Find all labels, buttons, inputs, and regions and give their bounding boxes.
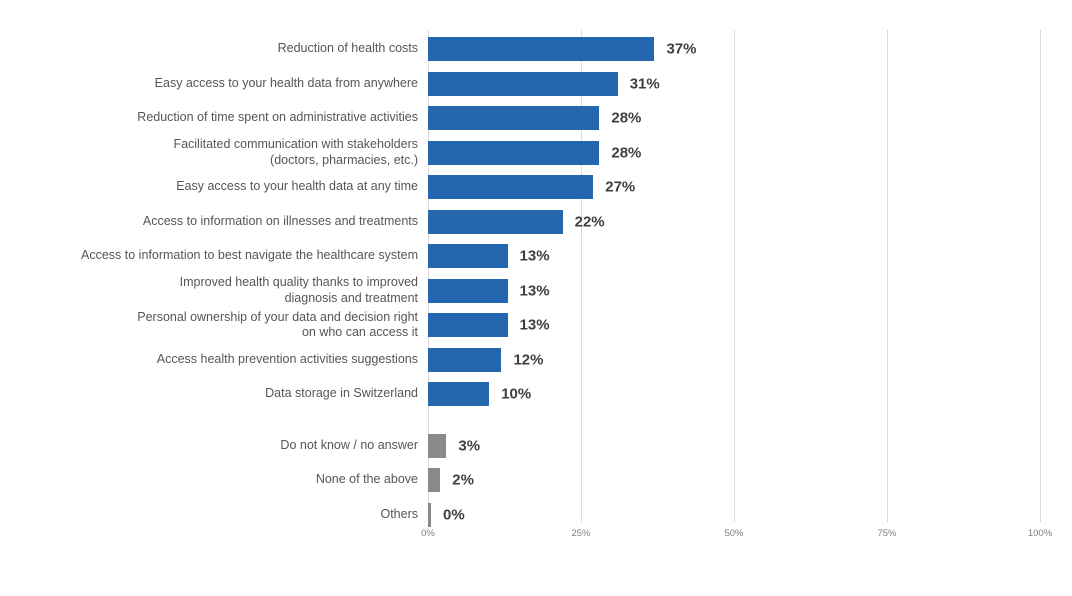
value-label: 0%: [443, 506, 465, 524]
chart-row: Personal ownership of your data and deci…: [0, 308, 1060, 343]
bar: [428, 433, 447, 458]
bar-track: 37%: [428, 32, 1040, 67]
bar-track: 27%: [428, 170, 1040, 205]
category-label: Reduction of time spent on administrativ…: [137, 110, 418, 125]
gridline: [1039, 30, 1041, 522]
chart-row: Access to information on illnesses and t…: [0, 205, 1060, 240]
bar: [428, 244, 508, 269]
category-label: Facilitated communication with stakehold…: [173, 137, 418, 167]
chart-row: None of the above 2%: [0, 463, 1060, 498]
gridline: [580, 30, 582, 522]
value-label: 13%: [519, 316, 550, 334]
category-label: Access health prevention activities sugg…: [156, 351, 418, 366]
bar: [428, 209, 563, 234]
bar: [428, 37, 655, 62]
chart-row: Data storage in Switzerland 10%: [0, 377, 1060, 412]
bar: [428, 313, 508, 338]
bar-track: 10%: [428, 377, 1040, 412]
chart-row: Reduction of health costs 37%: [0, 32, 1060, 67]
gridline: [886, 30, 888, 522]
value-label: 13%: [519, 247, 550, 265]
value-label: 28%: [611, 144, 642, 162]
bar: [428, 502, 431, 527]
bar-track: 13%: [428, 274, 1040, 309]
value-label: 27%: [605, 178, 636, 196]
category-label: Improved health quality thanks to improv…: [179, 275, 418, 305]
x-axis-tick-label: 100%: [1027, 528, 1053, 539]
value-label: 37%: [666, 40, 697, 58]
category-label: Access to information to best navigate t…: [81, 248, 418, 263]
category-label: Access to information on illnesses and t…: [142, 213, 418, 228]
bar-track: 2%: [428, 463, 1040, 498]
bar: [428, 175, 594, 200]
value-label: 31%: [629, 75, 660, 93]
bar: [428, 468, 441, 493]
gridline: [733, 30, 735, 522]
bar: [428, 278, 508, 303]
bar-track: 13%: [428, 308, 1040, 343]
bar-track: 0%: [428, 498, 1040, 533]
category-label: Data storage in Switzerland: [265, 386, 418, 401]
chart-row: Improved health quality thanks to improv…: [0, 274, 1060, 309]
x-axis-tick-label: 0%: [421, 528, 435, 539]
x-axis-tick-label: 75%: [877, 528, 897, 539]
x-axis-tick-label: 50%: [724, 528, 744, 539]
category-label: Do not know / no answer: [280, 437, 418, 452]
value-label: 10%: [501, 385, 532, 403]
chart-row: Facilitated communication with stakehold…: [0, 136, 1060, 171]
bar: [428, 106, 600, 131]
value-label: 28%: [611, 109, 642, 127]
x-axis-tick-label: 25%: [571, 528, 591, 539]
value-label: 2%: [452, 471, 474, 489]
category-label: Easy access to your health data at any t…: [176, 179, 418, 194]
bar: [428, 140, 600, 165]
chart-row: Access health prevention activities sugg…: [0, 343, 1060, 378]
bar-track: 12%: [428, 343, 1040, 378]
bar: [428, 71, 618, 96]
bar-track: 28%: [428, 136, 1040, 171]
value-label: 3%: [458, 437, 481, 455]
bar-track: 13%: [428, 239, 1040, 274]
category-label: None of the above: [315, 472, 418, 487]
chart-row: Do not know / no answer 3%: [0, 429, 1060, 464]
category-label: Easy access to your health data from any…: [154, 75, 418, 90]
chart-row: Easy access to your health data from any…: [0, 67, 1060, 102]
category-label: Reduction of health costs: [277, 41, 418, 56]
value-label: 12%: [513, 351, 544, 369]
value-label: 13%: [519, 282, 550, 300]
gridline: [427, 30, 429, 522]
chart-row: Access to information to best navigate t…: [0, 239, 1060, 274]
chart-row: Easy access to your health data at any t…: [0, 170, 1060, 205]
bar: [428, 347, 502, 372]
chart-row: Reduction of time spent on administrativ…: [0, 101, 1060, 136]
bar-track: 22%: [428, 205, 1040, 240]
bar-rows: Reduction of health costs 37% Easy access …: [0, 32, 1060, 532]
bar-track: 31%: [428, 67, 1040, 102]
bar-track: 28%: [428, 101, 1040, 136]
bar: [428, 382, 490, 407]
plot-area: 0% 25% 50% 75% 100%: [421, 30, 1052, 539]
bar-track: 3%: [428, 429, 1040, 464]
category-label: Personal ownership of your data and deci…: [137, 309, 418, 340]
chart-row: Others 0%: [0, 498, 1060, 533]
value-label: 22%: [574, 213, 605, 231]
category-label: Others: [380, 506, 418, 521]
